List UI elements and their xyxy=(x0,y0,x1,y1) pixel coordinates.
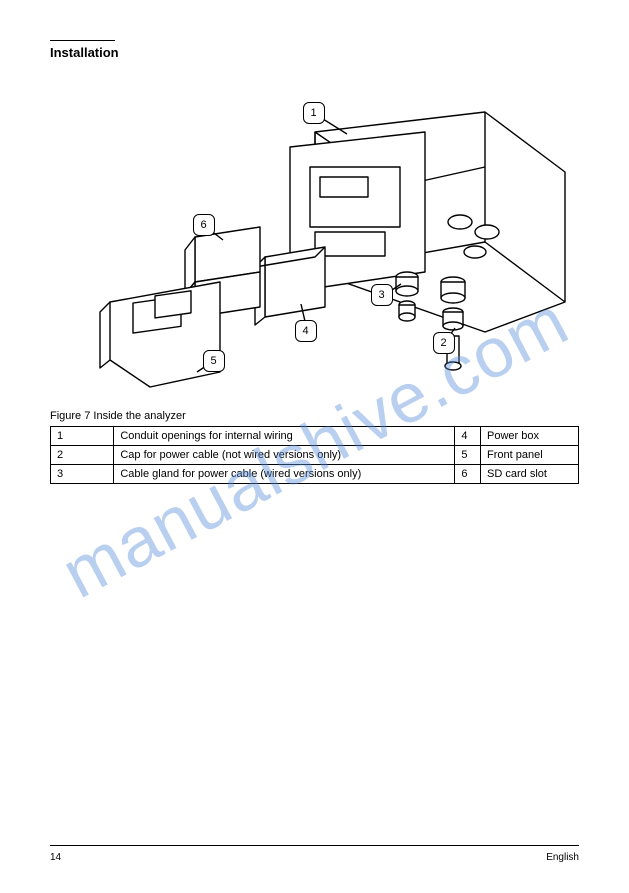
cell: Cap for power cable (not wired versions … xyxy=(114,446,455,465)
callout-4: 4 xyxy=(295,320,317,342)
callout-3: 3 xyxy=(371,284,393,306)
figure-caption: Figure 7 Inside the analyzer xyxy=(50,410,579,422)
callout-num: 5 xyxy=(210,355,216,367)
cell: 2 xyxy=(51,446,114,465)
page-footer: 14 English xyxy=(50,845,579,863)
table-row: 2 Cap for power cable (not wired version… xyxy=(51,446,579,465)
header-rule xyxy=(50,40,115,41)
callout-2: 2 xyxy=(433,332,455,354)
cell: 4 xyxy=(455,427,481,446)
callout-6: 6 xyxy=(193,214,215,236)
cell: Front panel xyxy=(481,446,579,465)
table-row: 1 Conduit openings for internal wiring 4… xyxy=(51,427,579,446)
cell: 5 xyxy=(455,446,481,465)
parts-table: 1 Conduit openings for internal wiring 4… xyxy=(50,426,579,484)
callout-num: 3 xyxy=(378,289,384,301)
callout-num: 6 xyxy=(200,219,206,231)
callout-1: 1 xyxy=(303,102,325,124)
page-number: 14 xyxy=(50,852,61,863)
callout-num: 4 xyxy=(302,325,308,337)
figure-7: 1 2 3 4 5 6 xyxy=(55,72,575,402)
cell: SD card slot xyxy=(481,465,579,484)
cell: 6 xyxy=(455,465,481,484)
cell: Cable gland for power cable (wired versi… xyxy=(114,465,455,484)
cell: Conduit openings for internal wiring xyxy=(114,427,455,446)
cell: Power box xyxy=(481,427,579,446)
footer-lang: English xyxy=(546,852,579,863)
callout-num: 2 xyxy=(440,337,446,349)
section-title: Installation xyxy=(50,45,579,60)
cell: 1 xyxy=(51,427,114,446)
callout-5: 5 xyxy=(203,350,225,372)
table-row: 3 Cable gland for power cable (wired ver… xyxy=(51,465,579,484)
callout-num: 1 xyxy=(310,107,316,119)
cell: 3 xyxy=(51,465,114,484)
